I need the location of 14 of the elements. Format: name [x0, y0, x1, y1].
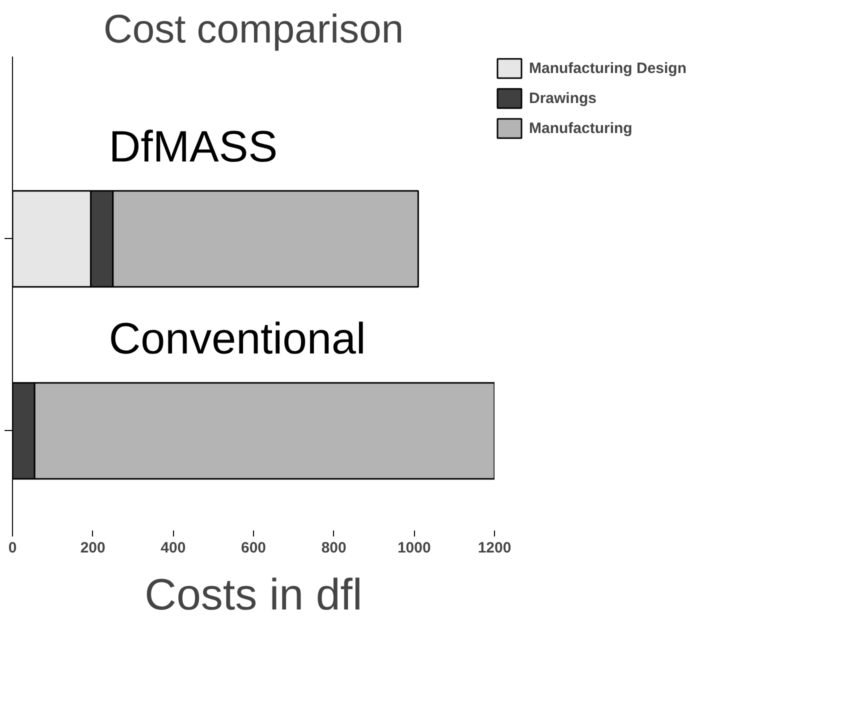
x-tick-label: 600 — [240, 540, 266, 556]
x-tick-label: 800 — [321, 540, 346, 556]
legend-label: Manufacturing — [529, 120, 632, 136]
legend-label: Drawings — [529, 90, 597, 106]
x-tick-label: 1000 — [397, 540, 431, 556]
x-axis-title: Costs in dfl — [144, 570, 362, 620]
x-tick-label: 1200 — [478, 540, 512, 556]
x-tick-label: 400 — [160, 540, 186, 556]
legend-label: Manufacturing Design — [529, 60, 687, 76]
y-tick-label: Conventional — [108, 314, 366, 364]
y-tick-label: DfMASS — [108, 122, 278, 172]
chart-title: Cost comparison — [103, 8, 404, 52]
x-tick-label: 200 — [80, 540, 106, 556]
x-tick-label: 0 — [8, 540, 17, 556]
